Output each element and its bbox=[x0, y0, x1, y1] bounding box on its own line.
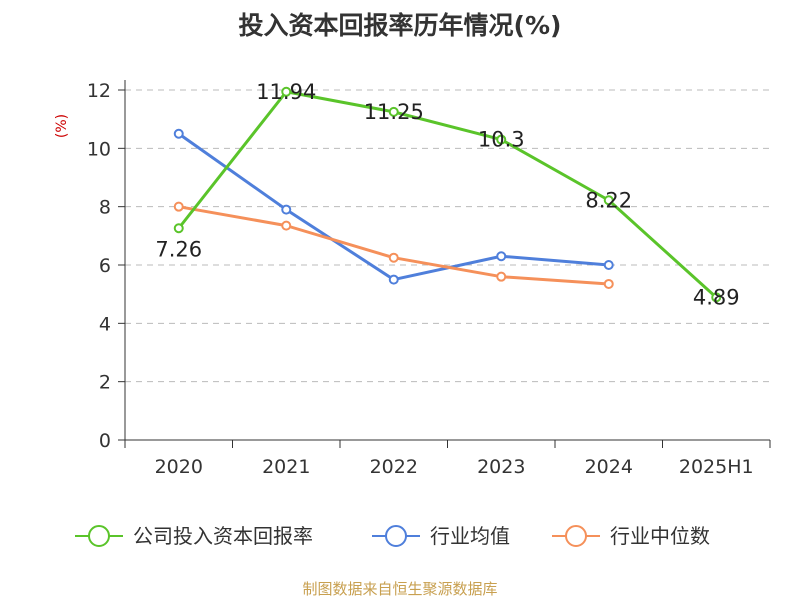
legend-item: 行业中位数 bbox=[552, 524, 710, 548]
data-point bbox=[281, 220, 292, 231]
y-tick-label: 0 bbox=[99, 430, 111, 452]
data-point bbox=[388, 252, 399, 263]
data-label: 11.25 bbox=[364, 100, 424, 124]
series-group bbox=[173, 86, 722, 303]
data-point bbox=[281, 204, 292, 215]
y-tick-label: 4 bbox=[99, 313, 111, 335]
data-label: 11.94 bbox=[256, 80, 316, 104]
chart-title: 投入资本回报率历年情况(%) bbox=[238, 11, 562, 40]
data-point bbox=[281, 86, 292, 97]
series-line bbox=[178, 205, 609, 286]
x-tick-label: 2022 bbox=[370, 456, 418, 478]
data-point bbox=[603, 260, 614, 270]
data-label: 8.22 bbox=[585, 188, 632, 212]
legend-swatch-marker bbox=[385, 525, 407, 547]
data-label: 4.89 bbox=[693, 285, 740, 309]
y-tick-label: 6 bbox=[99, 255, 111, 277]
legend-swatch-marker bbox=[88, 525, 110, 547]
y-tick-label: 10 bbox=[87, 138, 111, 160]
y-axis-label: (%) bbox=[54, 114, 70, 138]
x-tick-label: 2023 bbox=[477, 456, 525, 478]
legend-label: 公司投入资本回报率 bbox=[133, 524, 313, 548]
data-point bbox=[173, 128, 184, 139]
data-point bbox=[496, 271, 507, 282]
data-point bbox=[496, 134, 507, 145]
data-point bbox=[173, 223, 184, 234]
grid-lines bbox=[125, 89, 770, 383]
legend-swatch-marker bbox=[565, 525, 587, 547]
legend-label: 行业均值 bbox=[430, 524, 510, 548]
y-tick-label: 12 bbox=[87, 80, 111, 102]
y-tick-label: 8 bbox=[99, 197, 111, 219]
legend-label: 行业中位数 bbox=[610, 524, 710, 548]
x-tick-label: 2024 bbox=[585, 456, 633, 478]
x-tick-label: 2021 bbox=[262, 456, 310, 478]
data-point bbox=[388, 274, 399, 285]
data-point bbox=[388, 106, 399, 117]
data-point bbox=[711, 292, 722, 303]
axes: 0 2 4 6 8 10 12 2020 2021 2022 2023 2024 2025H1 bbox=[87, 80, 771, 478]
legend: 公司投入资本回报率 行业均值 行业中位数 bbox=[75, 524, 710, 548]
legend-item: 行业均值 bbox=[372, 524, 510, 548]
x-tick-label: 2020 bbox=[155, 456, 203, 478]
series-0 bbox=[173, 86, 722, 303]
data-point bbox=[603, 195, 614, 206]
data-point bbox=[603, 278, 614, 289]
series-2 bbox=[173, 201, 614, 289]
data-label: 10.3 bbox=[478, 128, 525, 152]
y-tick-label: 2 bbox=[99, 372, 111, 394]
series-1 bbox=[173, 128, 614, 285]
source-note: 制图数据来自恒生聚源数据库 bbox=[302, 580, 498, 598]
series-line bbox=[177, 90, 718, 299]
legend-item: 公司投入资本回报率 bbox=[75, 524, 313, 548]
data-point bbox=[496, 251, 507, 262]
data-labels: 7.26 11.94 11.25 10.3 8.22 4.89 bbox=[155, 80, 739, 310]
data-label: 7.26 bbox=[155, 237, 202, 261]
x-tick-label: 2025H1 bbox=[679, 456, 754, 478]
data-point bbox=[173, 201, 184, 212]
